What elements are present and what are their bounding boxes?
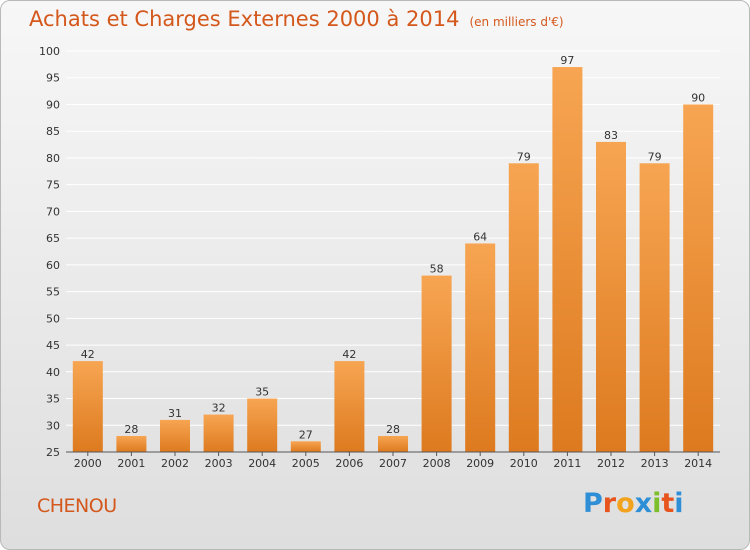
brand-letter: o xyxy=(616,488,635,519)
data-label: 42 xyxy=(81,348,95,361)
y-tick-label: 55 xyxy=(46,286,60,299)
y-tick-label: 100 xyxy=(39,45,60,58)
commune-name: CHENOU xyxy=(37,495,117,517)
y-tick-label: 95 xyxy=(46,72,60,85)
y-tick-label: 80 xyxy=(46,152,60,165)
bar-2006 xyxy=(334,361,365,452)
chart-title: Achats et Charges Externes 2000 à 2014 (e… xyxy=(29,7,564,31)
x-tick-label: 2013 xyxy=(641,457,669,470)
data-label: 79 xyxy=(517,150,531,163)
data-label: 79 xyxy=(648,150,662,163)
y-tick-label: 90 xyxy=(46,98,60,111)
x-tick-label: 2012 xyxy=(597,457,625,470)
data-label: 28 xyxy=(124,423,138,436)
x-tick-label: 2006 xyxy=(335,457,363,470)
bar-2007 xyxy=(378,435,408,452)
bars xyxy=(72,67,714,453)
bar-2011 xyxy=(552,67,583,452)
data-label: 28 xyxy=(386,423,400,436)
data-label: 27 xyxy=(299,428,313,441)
x-tick-label: 2003 xyxy=(205,457,233,470)
data-label: 58 xyxy=(430,263,444,276)
bar-2003 xyxy=(203,414,234,452)
brand-letter: P xyxy=(583,488,603,519)
x-tick-label: 2009 xyxy=(466,457,494,470)
x-tick-label: 2004 xyxy=(248,457,276,470)
bar-2009 xyxy=(465,243,496,452)
bar-2004 xyxy=(247,398,278,452)
x-tick-label: 2014 xyxy=(684,457,712,470)
y-tick-label: 40 xyxy=(46,366,60,379)
bar-2010 xyxy=(508,163,539,452)
x-tick-label: 2002 xyxy=(161,457,189,470)
bar-2014 xyxy=(683,104,714,452)
data-label: 97 xyxy=(560,54,574,67)
y-tick-label: 35 xyxy=(46,393,60,406)
data-labels: 42 28 31 32 35 27 42 28 58 64 79 97 83 79 90 xyxy=(81,54,705,441)
data-label: 42 xyxy=(342,348,356,361)
data-label: 31 xyxy=(168,407,182,420)
x-tick-label: 2000 xyxy=(74,457,102,470)
data-label: 64 xyxy=(473,230,487,243)
data-label: 90 xyxy=(691,91,705,104)
brand-letter: x xyxy=(634,488,653,519)
x-tick-label: 2010 xyxy=(510,457,538,470)
y-tick-label: 60 xyxy=(46,259,60,272)
bar-2013 xyxy=(639,163,670,452)
x-tick-label: 2001 xyxy=(117,457,145,470)
data-label: 32 xyxy=(212,402,226,415)
y-tick-label: 30 xyxy=(46,419,60,432)
x-tick-label: 2007 xyxy=(379,457,407,470)
brand-letter: i xyxy=(652,488,662,519)
chart-title-text: Achats et Charges Externes 2000 à 2014 xyxy=(29,7,460,31)
x-axis: 2000 2001 2002 2003 2004 2005 2006 2007 2008 2009… xyxy=(66,451,720,470)
data-label: 35 xyxy=(255,386,269,399)
y-tick-label: 45 xyxy=(46,339,60,352)
x-tick-label: 2011 xyxy=(553,457,581,470)
y-tick-label: 70 xyxy=(46,205,60,218)
bar-2002 xyxy=(160,419,190,452)
proxiti-logo: Proxiti xyxy=(583,488,684,519)
y-tick-label: 75 xyxy=(46,179,60,192)
y-tick-label: 25 xyxy=(46,446,60,459)
bar-2001 xyxy=(116,435,147,452)
x-tick-label: 2005 xyxy=(292,457,320,470)
y-tick-label: 65 xyxy=(46,232,60,245)
brand-letter: t xyxy=(661,488,675,519)
y-axis: 25 30 35 40 45 50 55 60 65 70 75 80 85 90 95 100 xyxy=(39,45,60,459)
y-tick-label: 85 xyxy=(46,125,60,138)
bar-2000 xyxy=(72,361,103,452)
bar-2005 xyxy=(290,441,321,452)
bar-2008 xyxy=(421,275,452,452)
chart-subtitle: (en milliers d'€) xyxy=(469,15,564,29)
data-label: 83 xyxy=(604,129,618,142)
x-tick-label: 2008 xyxy=(423,457,451,470)
brand-letter: i xyxy=(674,488,684,519)
bar-2012 xyxy=(596,141,626,453)
brand-letter: r xyxy=(602,488,617,519)
y-tick-label: 50 xyxy=(46,312,60,325)
